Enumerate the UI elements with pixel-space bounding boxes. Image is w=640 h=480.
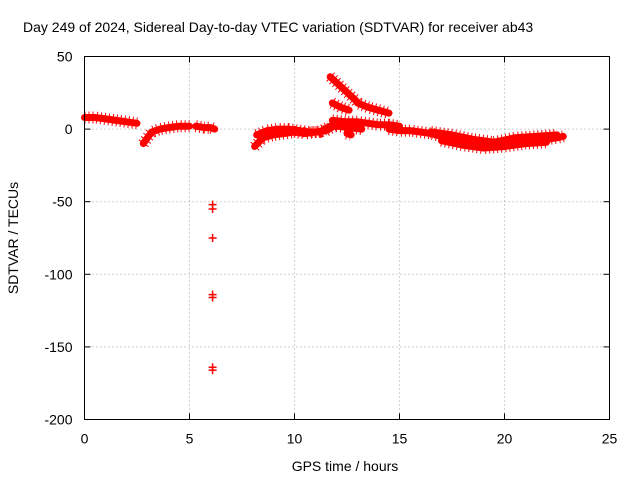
x-tick-label: 15	[392, 431, 408, 447]
x-tick-label: 5	[186, 431, 194, 447]
sdtvar-segment-marks	[331, 114, 401, 133]
sdtvar-segment-marks	[138, 120, 190, 148]
sdtvar-segment-marks	[440, 134, 547, 154]
y-tick-label: -100	[44, 266, 72, 282]
x-tick-label: 10	[287, 431, 303, 447]
sdtvar-segment-marks	[326, 72, 391, 119]
sdtvar-outlier-point	[208, 234, 217, 242]
sdtvar-outlier-point	[208, 366, 217, 375]
sdtvar-outlier-point	[208, 204, 217, 213]
y-tick-label: 50	[57, 49, 73, 65]
sdtvar-segment-marks	[194, 120, 217, 135]
sdtvar-segment	[427, 128, 561, 146]
sdtvar-outlier-point	[208, 293, 217, 302]
sdtvar-segment	[328, 99, 353, 114]
x-tick-label: 25	[602, 431, 618, 447]
y-axis-label: SDTVAR / TECUs	[5, 182, 21, 294]
sdtvar-segment-marks	[345, 127, 354, 141]
y-tick-label: -200	[44, 412, 72, 428]
sdtvar-segment	[253, 122, 334, 139]
sdtvar-segment	[139, 122, 193, 148]
x-tick-label: 20	[497, 431, 513, 447]
y-tick-label: 0	[65, 121, 73, 137]
x-axis-label: GPS time / hours	[292, 458, 399, 474]
x-tick-label: 0	[81, 431, 89, 447]
plot-frame	[84, 56, 610, 420]
y-tick-label: -50	[52, 194, 72, 210]
sdtvar-segment-marks	[335, 120, 363, 136]
y-tick-label: -150	[44, 339, 72, 355]
chart-title: Day 249 of 2024, Sidereal Day-to-day VTE…	[23, 19, 533, 35]
sdtvar-segment-marks	[84, 111, 138, 130]
